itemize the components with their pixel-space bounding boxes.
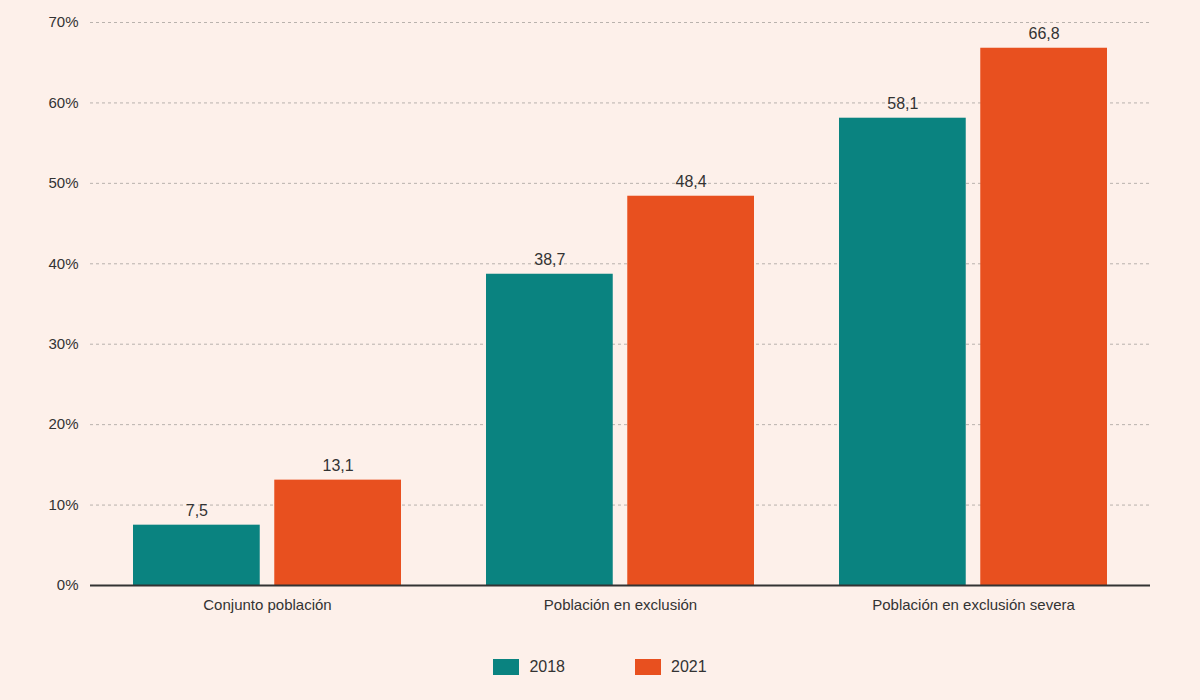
svg-text:60%: 60%: [48, 94, 78, 111]
svg-text:Población en exclusión: Población en exclusión: [544, 596, 697, 613]
html-text:2018: 2018: [529, 658, 565, 675]
svg-text:38,7: 38,7: [534, 251, 565, 268]
svg-text:Conjunto población: Conjunto población: [203, 596, 331, 613]
svg-text:50%: 50%: [48, 174, 78, 191]
svg-text:70%: 70%: [48, 13, 78, 30]
svg-text:66,8: 66,8: [1029, 25, 1060, 42]
svg-text:0%: 0%: [57, 576, 79, 593]
svg-text:48,4: 48,4: [676, 173, 707, 190]
svg-text:30%: 30%: [48, 335, 78, 352]
svg-text:58,1: 58,1: [887, 95, 918, 112]
svg-text:13,1: 13,1: [323, 457, 354, 474]
svg-text:10%: 10%: [48, 496, 78, 513]
svg-text:20%: 20%: [48, 415, 78, 432]
html-text:2021: 2021: [671, 658, 707, 675]
svg-text:Población en exclusión severa: Población en exclusión severa: [872, 596, 1075, 613]
svg-text:40%: 40%: [48, 255, 78, 272]
svg-text:7,5: 7,5: [186, 502, 208, 519]
